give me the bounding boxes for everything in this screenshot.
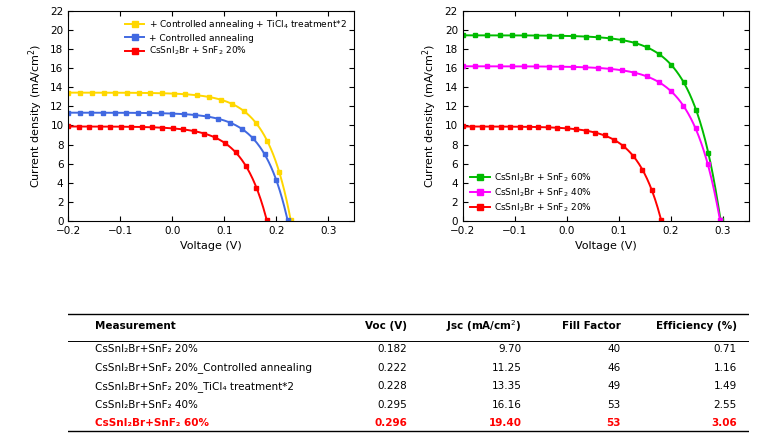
X-axis label: Voltage (V): Voltage (V)	[180, 241, 242, 251]
Legend: + Controlled annealing + TiCl$_4$ treatment*2, + Controlled annealing, CsSnI$_2$: + Controlled annealing + TiCl$_4$ treatm…	[122, 16, 350, 60]
X-axis label: Voltage (V): Voltage (V)	[575, 241, 637, 251]
Y-axis label: Current density (mA/cm$^2$): Current density (mA/cm$^2$)	[26, 44, 45, 188]
Legend: CsSnI$_2$Br + SnF$_2$ 60%, CsSnI$_2$Br + SnF$_2$ 40%, CsSnI$_2$Br + SnF$_2$ 20%: CsSnI$_2$Br + SnF$_2$ 60%, CsSnI$_2$Br +…	[467, 169, 595, 216]
Y-axis label: Current density (mA/cm$^2$): Current density (mA/cm$^2$)	[420, 44, 439, 188]
